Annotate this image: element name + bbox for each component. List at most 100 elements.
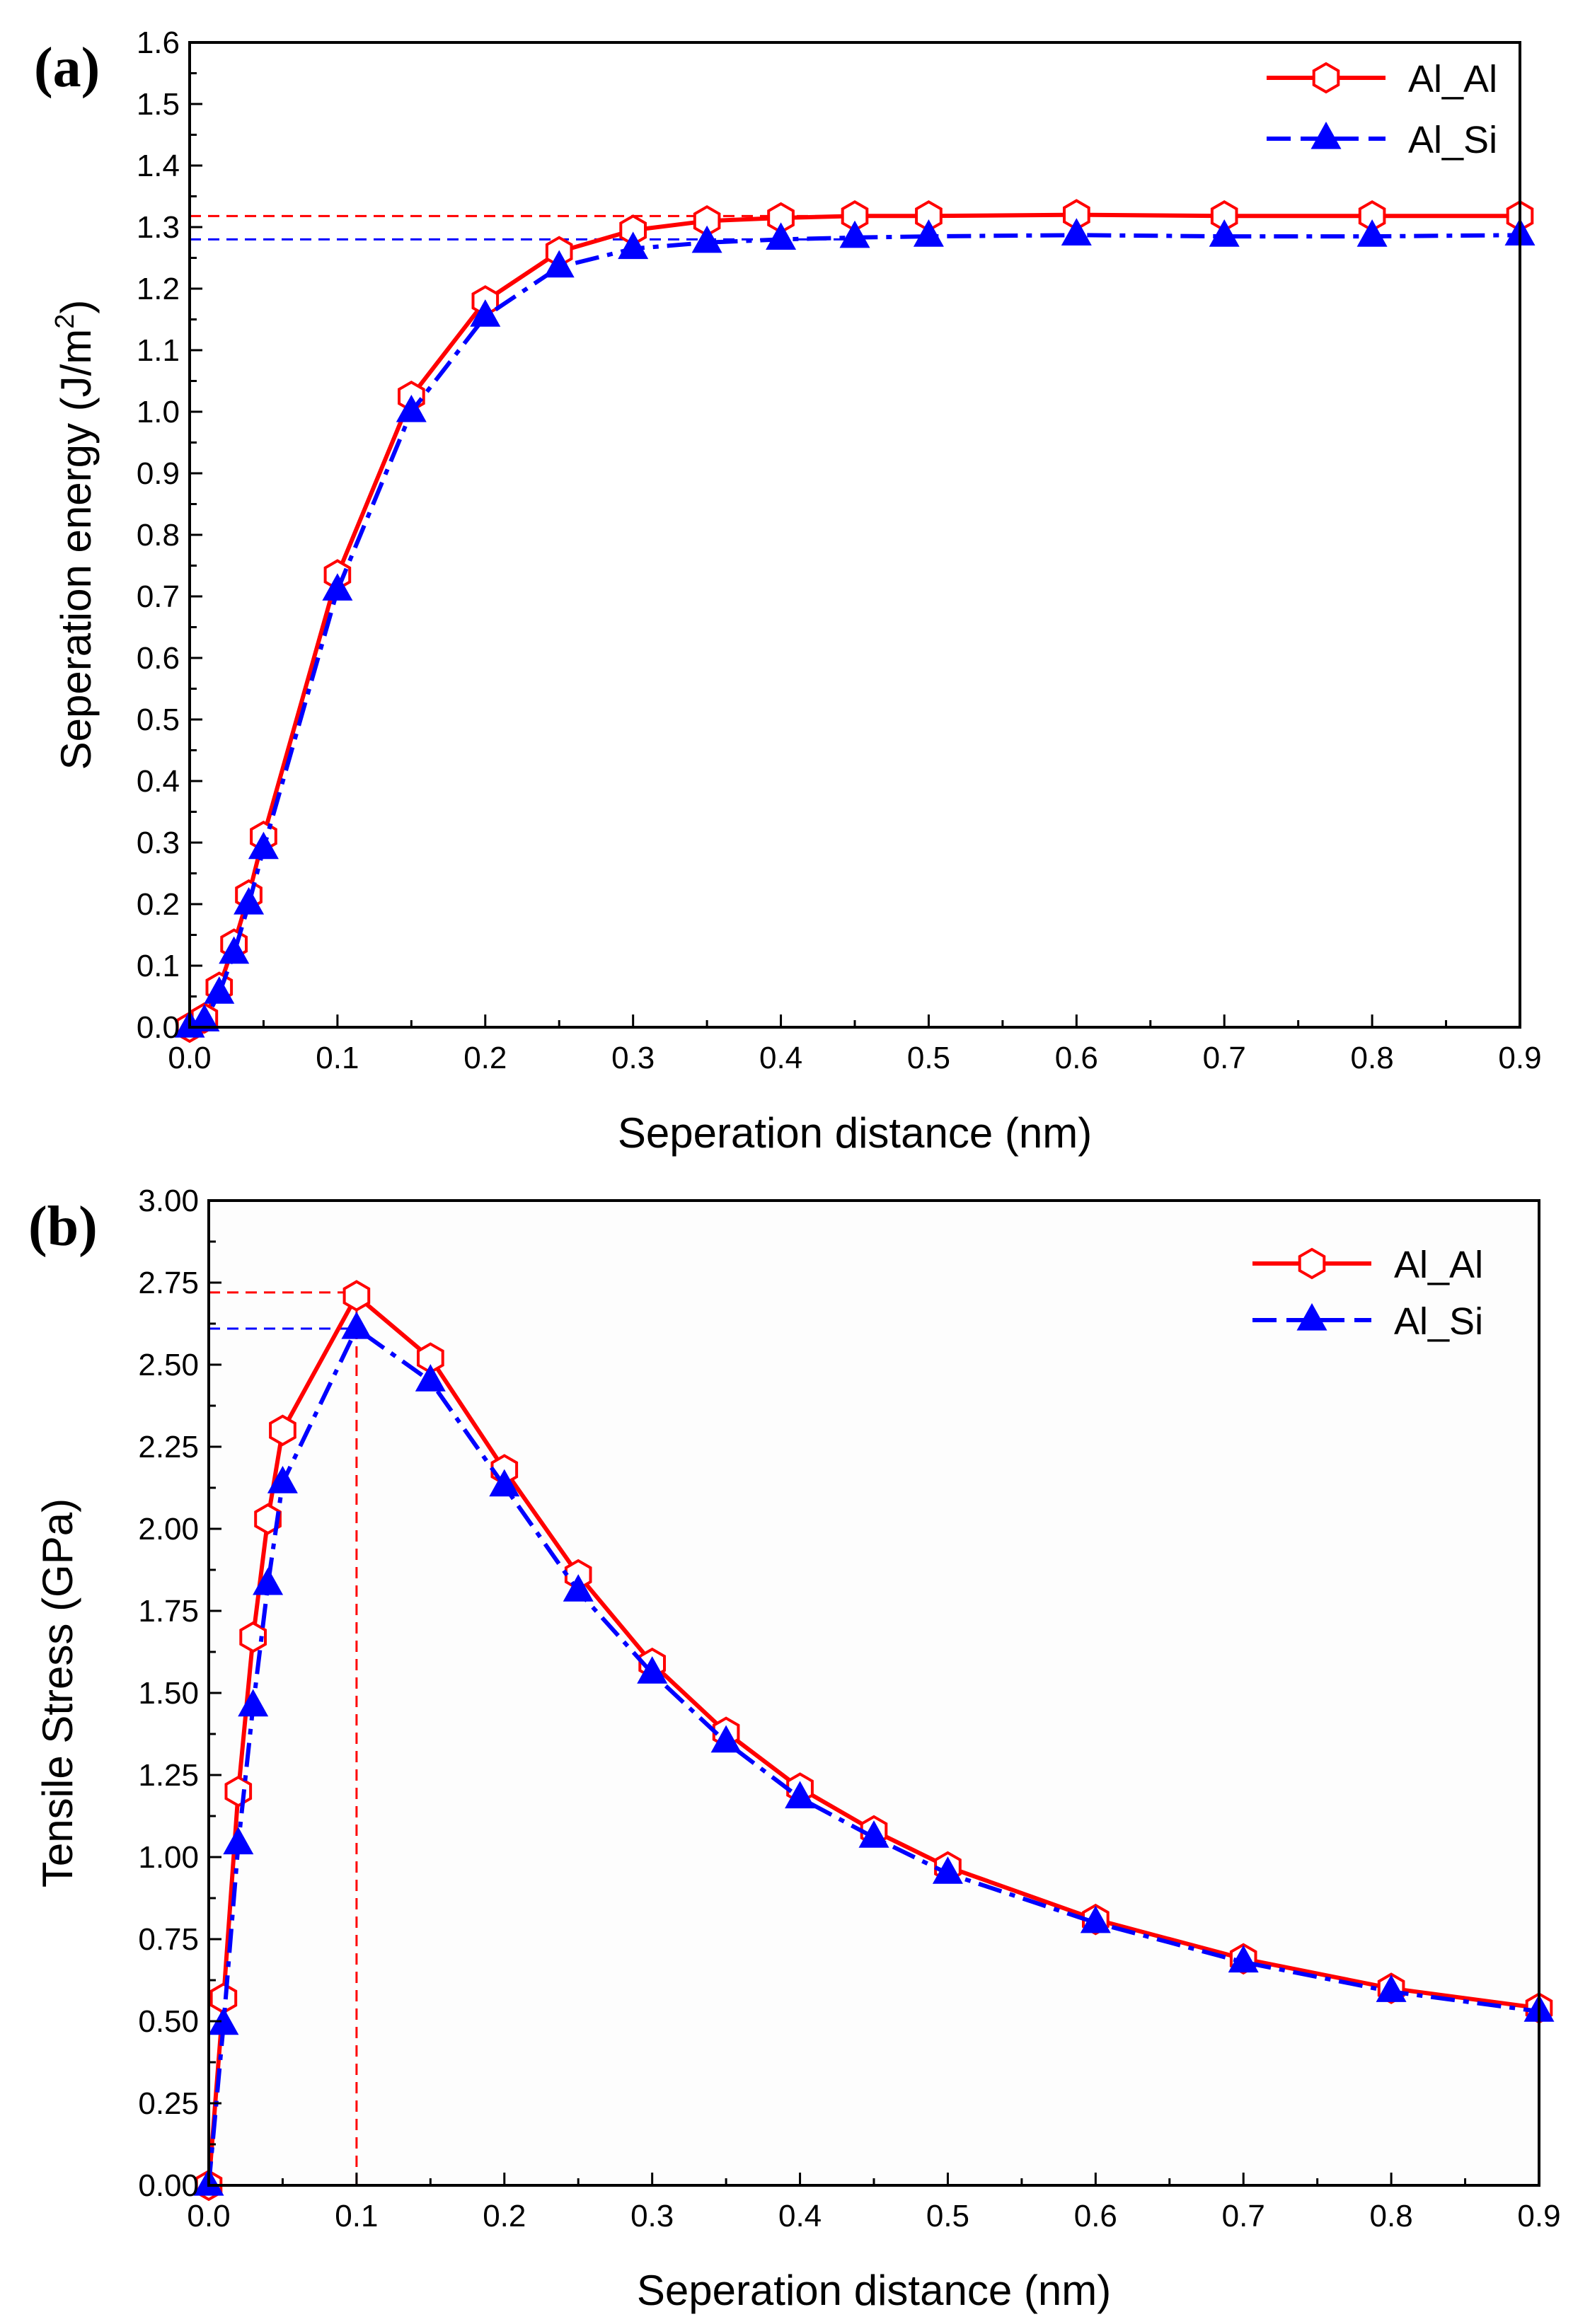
legend-marker-al-al xyxy=(1298,1247,1326,1280)
data-point-al-si xyxy=(766,222,797,250)
data-point-al-si xyxy=(238,1689,269,1717)
legend: Al_Al Al_Si xyxy=(1267,58,1497,161)
y-axis-title: Seperation energy (J/m2) xyxy=(50,300,100,770)
x-tick-label: 0.5 xyxy=(926,2199,969,2233)
data-point-al-si xyxy=(267,1465,298,1493)
x-tick-label: 0.1 xyxy=(316,1041,359,1075)
x-tick-label: 0.6 xyxy=(1074,2199,1117,2233)
y-tick-label: 1.0 xyxy=(137,395,180,429)
data-point-al-si xyxy=(223,1827,254,1855)
y-axis-title-close: ) xyxy=(52,300,100,314)
data-point-al-si xyxy=(396,394,427,422)
x-tick-label: 0.5 xyxy=(907,1041,950,1075)
data-point-al-al xyxy=(269,1414,296,1447)
y-tick-label: 0.8 xyxy=(137,518,180,553)
x-axis-title: Seperation distance (nm) xyxy=(637,2267,1111,2314)
legend-label-al-si: Al_Si xyxy=(1408,119,1497,161)
x-tick-label: 0.0 xyxy=(187,2199,230,2233)
data-point-al-si xyxy=(1228,1945,1259,1973)
y-tick-label: 1.75 xyxy=(138,1594,199,1629)
chart-panel-a: (a) 0.0 0.1 0.2 0.3 0.4 0.5 0.6 0.7 0.8 0.9 0.0 0.1… xyxy=(34,25,1542,1157)
y-tick-label: 3.00 xyxy=(138,1184,199,1218)
data-point-al-si xyxy=(1356,219,1388,247)
x-tick-label: 0.8 xyxy=(1351,1041,1394,1075)
legend-marker-al-al xyxy=(1312,62,1340,94)
chart-panel-b: (b) 0.0 0.1 0.2 0.3 0.4 0.5 0.6 0.7 0.8 0.9 0.00 0.… xyxy=(28,1184,1561,2314)
data-point-al-al xyxy=(224,1775,253,1808)
data-point-al-al xyxy=(239,1621,267,1653)
data-point-al-si xyxy=(618,231,649,260)
data-point-al-si xyxy=(1209,219,1240,247)
y-tick-label: 0.50 xyxy=(138,2004,199,2039)
data-point-al-si xyxy=(1061,218,1092,245)
x-tick-label: 0.3 xyxy=(611,1041,655,1075)
data-point-al-si xyxy=(322,573,353,601)
plot-background xyxy=(190,42,1520,1027)
legend-label-al-si: Al_Si xyxy=(1394,1300,1483,1343)
data-point-al-si xyxy=(248,831,279,860)
y-axis-title-superscript: 2 xyxy=(50,314,80,329)
plot-background xyxy=(209,1201,1539,2185)
y-tick-label: 0.4 xyxy=(137,764,180,799)
y-tick-label: 0.00 xyxy=(138,2168,199,2203)
data-point-al-si xyxy=(1376,1975,1407,2002)
x-tick-label: 0.2 xyxy=(483,2199,526,2233)
data-point-al-si xyxy=(710,1725,742,1753)
x-tick-label: 0.1 xyxy=(335,2199,378,2233)
data-point-al-al xyxy=(342,1280,371,1312)
legend-marker-al-si xyxy=(1296,1302,1327,1331)
legend-label-al-al: Al_Al xyxy=(1394,1244,1483,1286)
legend-marker-shape xyxy=(1312,62,1340,94)
data-point-al-si xyxy=(839,220,870,248)
y-tick-label: 1.5 xyxy=(137,87,180,122)
x-tick-label: 0.0 xyxy=(168,1041,211,1075)
y-tick-label: 0.3 xyxy=(137,826,180,860)
legend-marker-shape xyxy=(1298,1247,1326,1280)
data-point-al-si xyxy=(341,1311,372,1339)
data-point-al-si xyxy=(415,1364,446,1392)
y-tick-label: 1.00 xyxy=(138,1840,199,1875)
y-tick-label: 1.25 xyxy=(138,1758,199,1793)
data-point-al-si xyxy=(253,1567,284,1595)
panel-label: (b) xyxy=(28,1196,98,1258)
x-axis-title: Seperation distance (nm) xyxy=(618,1109,1092,1157)
y-tick-label: 1.4 xyxy=(137,149,180,183)
data-point-al-si xyxy=(470,299,501,327)
y-tick-label: 0.2 xyxy=(137,887,180,922)
data-point-al-si xyxy=(234,886,265,915)
x-tick-label: 0.2 xyxy=(463,1041,507,1075)
x-tick-label: 0.4 xyxy=(759,1041,802,1075)
y-tick-label: 0.6 xyxy=(137,641,180,676)
y-tick-label: 1.1 xyxy=(137,333,180,368)
data-point-al-si xyxy=(1080,1905,1111,1933)
panel-label: (a) xyxy=(34,37,100,99)
x-tick-label: 0.9 xyxy=(1498,1041,1541,1075)
y-tick-label: 1.2 xyxy=(137,272,180,306)
y-tick-label: 0.0 xyxy=(137,1010,180,1045)
legend-marker-shape xyxy=(1296,1302,1327,1331)
y-tick-label: 2.50 xyxy=(138,1348,199,1382)
y-tick-label: 0.9 xyxy=(137,456,180,491)
legend-marker-al-si xyxy=(1310,121,1342,149)
data-point-al-si xyxy=(189,1004,220,1031)
y-tick-label: 2.25 xyxy=(138,1430,199,1464)
y-tick-label: 0.5 xyxy=(137,703,180,737)
data-point-al-si xyxy=(637,1656,668,1684)
y-tick-label: 0.1 xyxy=(137,949,180,983)
y-axis-title: Tensile Stress (GPa) xyxy=(34,1498,81,1887)
data-point-al-si xyxy=(858,1820,889,1848)
x-tick-label: 0.3 xyxy=(630,2199,674,2233)
data-point-al-si xyxy=(691,225,722,253)
x-tick-label: 0.7 xyxy=(1203,1041,1246,1075)
legend: Al_Al Al_Si xyxy=(1252,1244,1483,1343)
data-point-al-si xyxy=(219,936,250,964)
legend-label-al-al: Al_Al xyxy=(1408,58,1497,100)
data-point-al-si xyxy=(932,1856,963,1884)
y-tick-label: 0.7 xyxy=(137,579,180,614)
legend-marker-shape xyxy=(1310,121,1342,149)
y-tick-label: 0.25 xyxy=(138,2086,199,2121)
y-tick-label: 2.00 xyxy=(138,1512,199,1547)
data-point-al-si xyxy=(563,1574,594,1602)
y-tick-label: 1.6 xyxy=(137,25,180,60)
data-point-al-si xyxy=(489,1469,520,1497)
